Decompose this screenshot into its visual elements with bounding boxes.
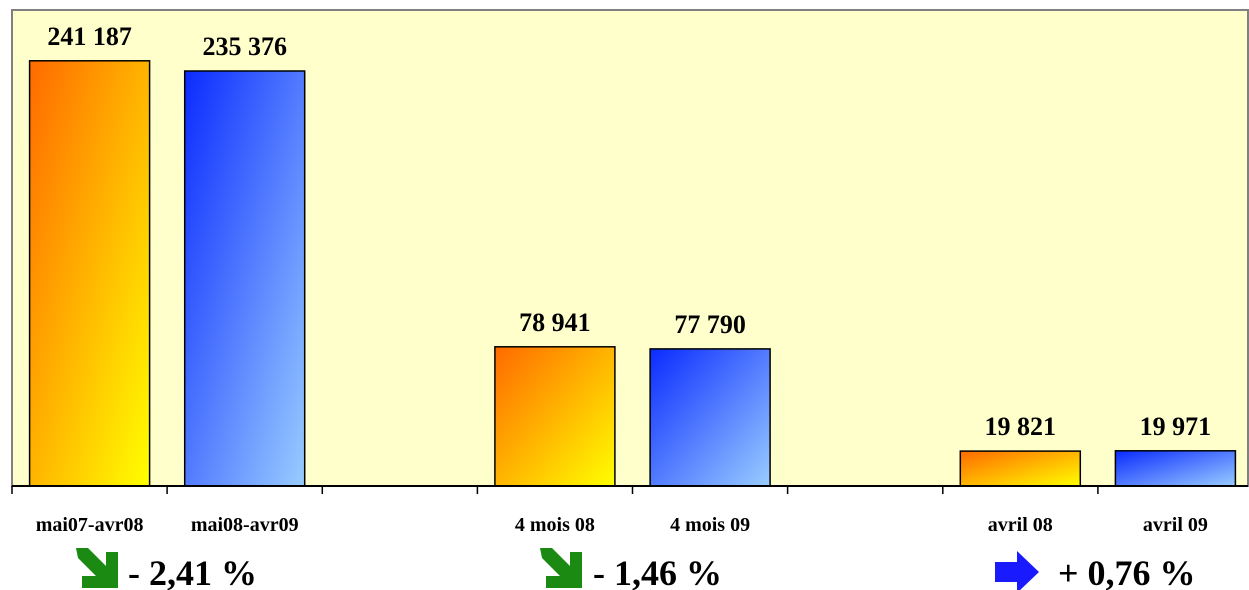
bar-3 bbox=[494, 346, 616, 487]
category-label-3: 4 mois 08 bbox=[515, 514, 595, 536]
data-label-6: 19 971 bbox=[1140, 412, 1212, 441]
data-label-3: 78 941 bbox=[519, 308, 591, 337]
data-label-1: 241 187 bbox=[47, 22, 132, 51]
change-indicator-3: + 0,76 % bbox=[995, 551, 1196, 590]
category-label-2: mai08-avr09 bbox=[191, 514, 299, 536]
bar-4 bbox=[649, 348, 771, 487]
bar-5 bbox=[959, 450, 1082, 487]
bar-1 bbox=[28, 60, 151, 487]
change-percent: - 1,46 % bbox=[593, 553, 722, 590]
category-label-4: 4 mois 09 bbox=[670, 514, 750, 536]
bar-2 bbox=[183, 70, 306, 487]
change-indicator-1: - 2,41 % bbox=[76, 548, 257, 590]
change-percent: - 2,41 % bbox=[128, 553, 257, 590]
category-label-5: avril 08 bbox=[988, 514, 1053, 536]
arrow-down-right-icon bbox=[76, 548, 118, 588]
category-label-1: mai07-avr08 bbox=[36, 514, 144, 536]
data-label-5: 19 821 bbox=[985, 412, 1057, 441]
change-percent: + 0,76 % bbox=[1058, 553, 1196, 590]
data-label-2: 235 376 bbox=[202, 32, 287, 61]
change-indicator-2: - 1,46 % bbox=[540, 548, 722, 590]
data-label-4: 77 790 bbox=[674, 310, 746, 339]
bar-6 bbox=[1114, 450, 1237, 487]
arrow-down-right-icon bbox=[540, 548, 582, 588]
arrow-right-icon bbox=[995, 551, 1039, 590]
category-label-6: avril 09 bbox=[1143, 514, 1208, 536]
